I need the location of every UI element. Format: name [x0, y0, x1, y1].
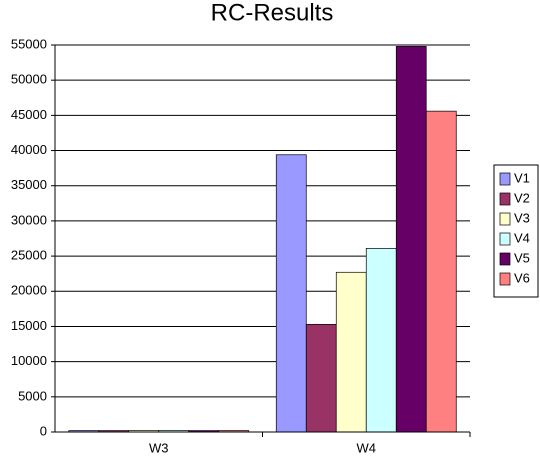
bar	[305, 323, 337, 433]
x-tick-label: W3	[149, 440, 169, 455]
y-tick-label: 55000	[11, 36, 47, 51]
bar	[275, 154, 307, 433]
legend-label: V3	[514, 210, 530, 225]
bar	[365, 248, 397, 433]
y-tick-label: 25000	[11, 248, 47, 263]
legend-swatch	[499, 232, 511, 246]
y-tick-label: 5000	[18, 388, 47, 403]
y-tick-label: 0	[40, 423, 47, 438]
bar	[395, 46, 427, 433]
bar	[335, 271, 367, 433]
legend-label: V6	[514, 270, 530, 285]
legend-swatch	[499, 172, 511, 186]
y-tick-label: 15000	[11, 318, 47, 333]
chart-title: RC-Results	[211, 0, 334, 26]
bar	[425, 110, 457, 433]
y-tick-label: 40000	[11, 142, 47, 157]
legend-swatch	[499, 192, 511, 206]
legend-swatch	[499, 252, 511, 266]
legend-label: V4	[514, 230, 530, 245]
y-tick-label: 20000	[11, 283, 47, 298]
y-tick-label: 45000	[11, 107, 47, 122]
legend-label: V2	[514, 190, 530, 205]
legend-label: V1	[514, 170, 530, 185]
y-tick-label: 10000	[11, 353, 47, 368]
y-tick-label: 30000	[11, 212, 47, 227]
legend-swatch	[499, 272, 511, 286]
y-tick-label: 35000	[11, 177, 47, 192]
y-tick-label: 50000	[11, 72, 47, 87]
legend-label: V5	[514, 250, 530, 265]
legend-swatch	[499, 212, 511, 226]
x-tick-label: W4	[357, 440, 377, 455]
